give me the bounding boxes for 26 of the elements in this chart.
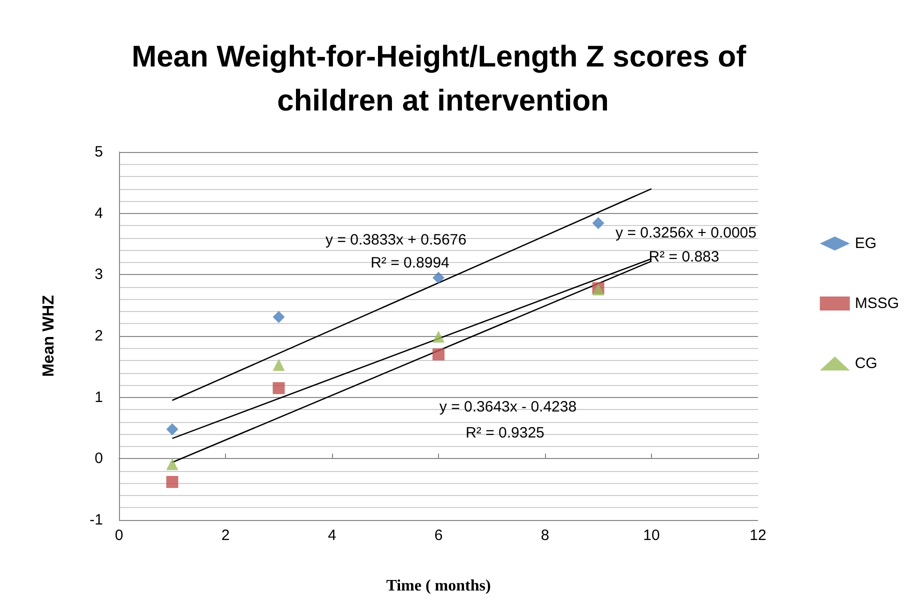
legend-label: MSSG <box>854 295 900 312</box>
x-axis-title: Time ( months) <box>386 578 491 594</box>
y-axis-title: Mean WHZ <box>40 294 58 377</box>
y-tick-label: 2 <box>94 328 103 344</box>
x-tick-label: 10 <box>643 527 660 544</box>
x-tick-label: 6 <box>434 527 443 544</box>
y-tick-label: 4 <box>94 204 103 222</box>
annotation: y = 0.3256x + 0.0005 <box>616 224 756 242</box>
x-tick-label: 4 <box>328 527 336 544</box>
y-tick-label: -1 <box>90 512 103 528</box>
annotation: R² = 0.883 <box>648 248 720 266</box>
annotation: y = 0.3643x - 0.4238 <box>439 398 577 416</box>
chart-title: Mean Weight-for-Height/Length Z scores of children at intervention <box>132 40 754 118</box>
annotation: R² = 0.8994 <box>370 254 450 272</box>
annotation: y = 0.3833x + 0.5676 <box>326 232 466 248</box>
x-tick-label: 12 <box>750 527 766 544</box>
y-tick-label: 0 <box>94 450 103 468</box>
x-tick-label: 8 <box>540 527 550 544</box>
y-tick-label: 5 <box>94 144 103 160</box>
y-tick-label: 3 <box>94 266 103 284</box>
x-tick-label: 2 <box>221 527 230 544</box>
legend-label: EG <box>854 235 877 252</box>
y-tick-label: 1 <box>94 388 103 406</box>
x-tick-label: 0 <box>114 527 124 544</box>
annotation: R² = 0.9325 <box>466 424 544 442</box>
legend-label: CG <box>854 355 878 372</box>
